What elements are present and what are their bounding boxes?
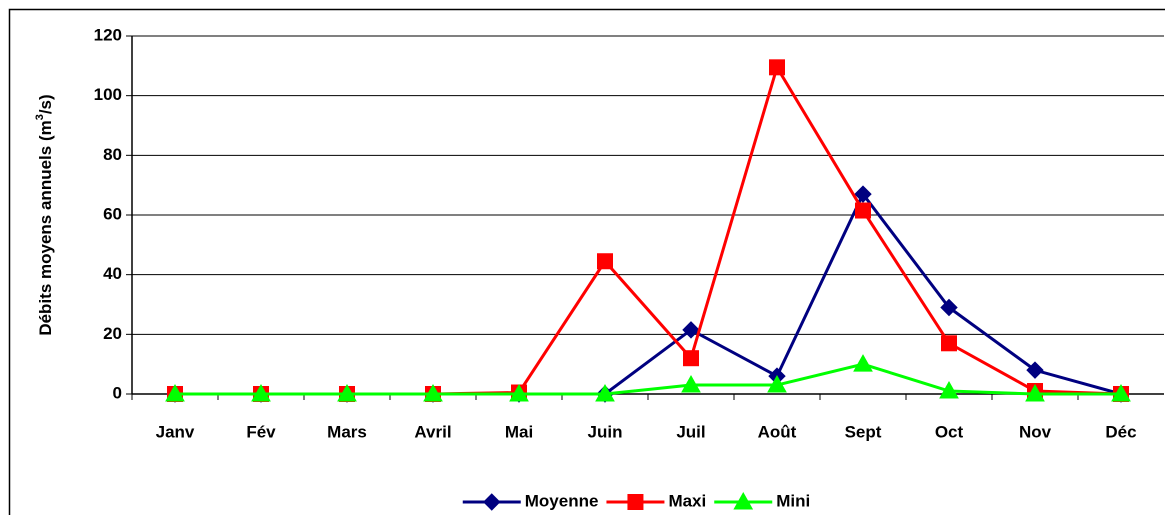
x-tick-label: Août <box>758 422 797 441</box>
data-point <box>1111 383 1131 402</box>
y-tick-label: 40 <box>103 264 122 283</box>
data-point <box>597 253 613 270</box>
data-point <box>423 383 443 402</box>
x-tick-label: Mars <box>327 422 367 441</box>
y-axis-label-part: Débits moyens annuels (m <box>36 120 55 335</box>
x-tick-label: Oct <box>935 422 964 441</box>
data-point <box>1026 361 1044 379</box>
legend-marker <box>483 493 501 511</box>
y-tick-label: 0 <box>113 383 122 402</box>
x-tick-label: Avril <box>414 422 451 441</box>
chart-frame <box>8 8 1165 515</box>
y-axis-label-part: /s) <box>36 94 55 114</box>
data-point <box>1025 383 1045 402</box>
x-tick-label: Fév <box>246 422 276 441</box>
y-tick-label: 60 <box>103 204 122 223</box>
legend-marker <box>627 494 644 510</box>
y-tick-label: 20 <box>103 324 122 343</box>
data-point <box>682 321 700 339</box>
data-point <box>509 383 529 402</box>
x-tick-label: Juin <box>588 422 623 441</box>
data-point <box>595 383 615 402</box>
x-tick-label: Sept <box>845 422 882 441</box>
legend-label: Mini <box>776 491 810 510</box>
x-tick-label: Janv <box>156 422 195 441</box>
data-point <box>855 202 871 219</box>
data-point <box>940 298 958 317</box>
y-tick-label: 100 <box>94 85 122 104</box>
y-axis-label-sup: 3 <box>34 114 46 120</box>
legend-label: Moyenne <box>525 491 599 510</box>
x-tick-label: Mai <box>505 422 533 441</box>
data-point <box>854 185 872 203</box>
legend-label: Maxi <box>668 491 706 510</box>
data-point <box>939 380 959 399</box>
data-point <box>683 350 699 367</box>
data-point <box>165 383 185 402</box>
data-point <box>767 375 787 393</box>
data-point <box>769 59 785 76</box>
series-line <box>175 362 1121 396</box>
data-point <box>941 335 957 352</box>
x-tick-label: Déc <box>1105 422 1136 441</box>
x-tick-label: Juil <box>676 422 705 441</box>
data-point <box>251 383 271 402</box>
x-tick-label: Nov <box>1019 422 1052 441</box>
data-point <box>337 383 357 402</box>
y-axis-label: Débits moyens annuels (m3/s) <box>34 94 56 335</box>
data-point <box>681 375 701 393</box>
legend-marker <box>733 491 754 510</box>
y-tick-label: 120 <box>94 25 122 44</box>
data-point <box>853 354 873 372</box>
y-tick-label: 80 <box>103 145 122 164</box>
